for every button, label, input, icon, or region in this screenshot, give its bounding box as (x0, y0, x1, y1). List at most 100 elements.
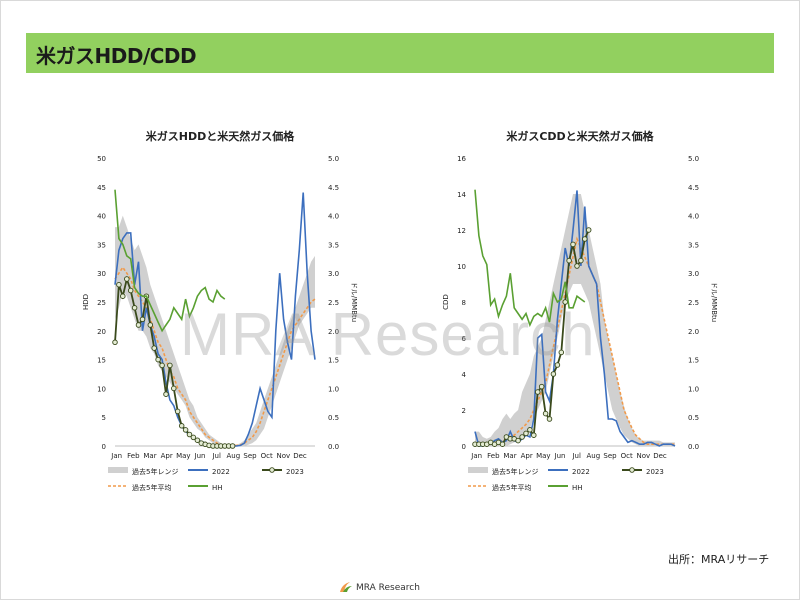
y-tick-label: 6 (462, 335, 467, 343)
x-tick-label: Jun (194, 452, 206, 460)
y2-tick-label: 2.5 (688, 299, 699, 307)
series-2023-point (174, 408, 181, 415)
y-tick-label: 4 (462, 371, 467, 379)
y-tick-label: 30 (97, 270, 106, 278)
x-tick-label: Jul (571, 452, 581, 460)
series-2023-point (538, 383, 545, 390)
y-tick-label: 45 (97, 184, 106, 192)
series-2023-point (171, 385, 177, 392)
y-tick-label: 0 (102, 443, 106, 451)
series-2023-point (546, 416, 553, 422)
series-2023-point (124, 276, 130, 282)
y-tick-label: 10 (97, 385, 106, 393)
series-2023-point (159, 362, 165, 369)
x-tick-label: Dec (653, 452, 667, 460)
series-2023-point (190, 434, 197, 441)
series-2023-point (120, 293, 126, 299)
y2-axis-title: ドル/MMBtu (350, 282, 358, 322)
series-2023-point (186, 431, 193, 438)
y2-tick-label: 4.0 (328, 213, 339, 221)
x-tick-label: Dec (293, 452, 307, 460)
series-2023-point (194, 437, 201, 443)
y-tick-label: 12 (457, 227, 466, 235)
series-2023-point (519, 434, 525, 440)
cdd-chart: 米ガスCDDと米天然ガス価格 0 2 4 6 8 10 12 14 16 0.0 0.5 1.0 1.5 2… (430, 120, 730, 500)
y-tick-label: 25 (97, 299, 106, 307)
x-tick-label: Apr (161, 452, 173, 460)
series-2023-point (135, 322, 142, 328)
x-tick-label: Aug (226, 452, 240, 460)
series-2023-point (534, 389, 541, 395)
x-tick-label: Feb (487, 452, 500, 460)
y-tick-label: 50 (97, 155, 106, 163)
series-2023-point (182, 427, 189, 433)
y-tick-label: 35 (97, 241, 106, 249)
title-bar: 米ガスHDD/CDD (26, 33, 774, 73)
legend-hh-label: HH (212, 484, 223, 492)
y2-tick-label: 3.5 (688, 241, 699, 249)
y2-tick-label: 0.5 (328, 414, 339, 422)
y-tick-label: 20 (97, 328, 106, 336)
series-2023-point (542, 410, 549, 417)
x-tick-label: Nov (276, 452, 290, 460)
y2-tick-label: 2.0 (688, 328, 699, 336)
series-2023-point (151, 345, 157, 351)
y2-tick-label: 5.0 (328, 155, 339, 163)
x-tick-label: May (536, 452, 550, 460)
y2-tick-label: 4.5 (328, 184, 339, 192)
legend-hh-label: HH (572, 484, 583, 492)
y2-tick-label: 4.5 (688, 184, 699, 192)
hdd-chart-svg: 米ガスHDDと米天然ガス価格 0 5 10 15 20 25 30 35 40 45 50 0.0 0.5… (82, 129, 358, 492)
x-tick-label: Sep (243, 452, 257, 460)
x-tick-label: Apr (521, 452, 533, 460)
y2-tick-label: 1.0 (328, 385, 339, 393)
legend-avg-label: 過去5年平均 (492, 483, 531, 492)
x-tick-label: Jun (554, 452, 566, 460)
legend-2022-label: 2022 (572, 468, 590, 476)
mra-logo-icon (340, 582, 352, 592)
y2-tick-label: 1.0 (688, 385, 699, 393)
y2-tick-label: 1.5 (328, 357, 339, 365)
legend-2022-label: 2022 (212, 468, 230, 476)
series-2023-point (523, 430, 529, 437)
y2-tick-label: 2.5 (328, 299, 339, 307)
legend-2023-marker (629, 467, 635, 473)
x-tick-label: Sep (603, 452, 617, 460)
chart-title: 米ガスCDDと米天然ガス価格 (505, 129, 654, 143)
y2-tick-label: 0.0 (328, 443, 339, 451)
x-tick-label: Oct (621, 452, 633, 460)
y-tick-label: 15 (97, 357, 106, 365)
y2-tick-label: 0.5 (688, 414, 699, 422)
avg-series-line (475, 236, 675, 446)
y2-tick-label: 3.5 (328, 241, 339, 249)
y-tick-label: 8 (462, 299, 466, 307)
y2-tick-label: 5.0 (688, 155, 699, 163)
series-2023-point (582, 236, 588, 242)
series-2023-point (515, 437, 521, 444)
legend-band-swatch (108, 467, 128, 473)
series-2023-point (570, 241, 576, 248)
y2-tick-label: 1.5 (688, 357, 699, 365)
series-2023-point (163, 391, 169, 397)
legend-2023-label: 2023 (646, 468, 664, 476)
series-2023-point (112, 339, 118, 346)
legend-2023-label: 2023 (286, 468, 304, 476)
y-tick-label: 5 (102, 414, 106, 422)
y-tick-label: 2 (462, 407, 466, 415)
series-2023-point (167, 362, 173, 369)
y-tick-label: 40 (97, 213, 106, 221)
x-tick-label: Mar (143, 452, 156, 460)
y2-axis-title: ドル/MMBtu (710, 282, 718, 322)
y2-tick-label: 3.0 (688, 270, 699, 278)
series-2023-point (566, 257, 572, 264)
source-note: 出所：MRAリサーチ (668, 553, 770, 566)
legend-2023-marker (269, 467, 275, 473)
range-band-area (475, 194, 675, 446)
series-2023-point (527, 427, 533, 433)
y-tick-label: 10 (457, 263, 466, 271)
series-2023-point (499, 441, 506, 447)
hdd-chart: 米ガスHDDと米天然ガス価格 0 5 10 15 20 25 30 35 40 45 50 0.0 0.5… (70, 120, 370, 500)
y-axis-title: HDD (82, 294, 90, 310)
series-2023-point (550, 371, 557, 377)
legend-band-swatch (468, 467, 488, 473)
